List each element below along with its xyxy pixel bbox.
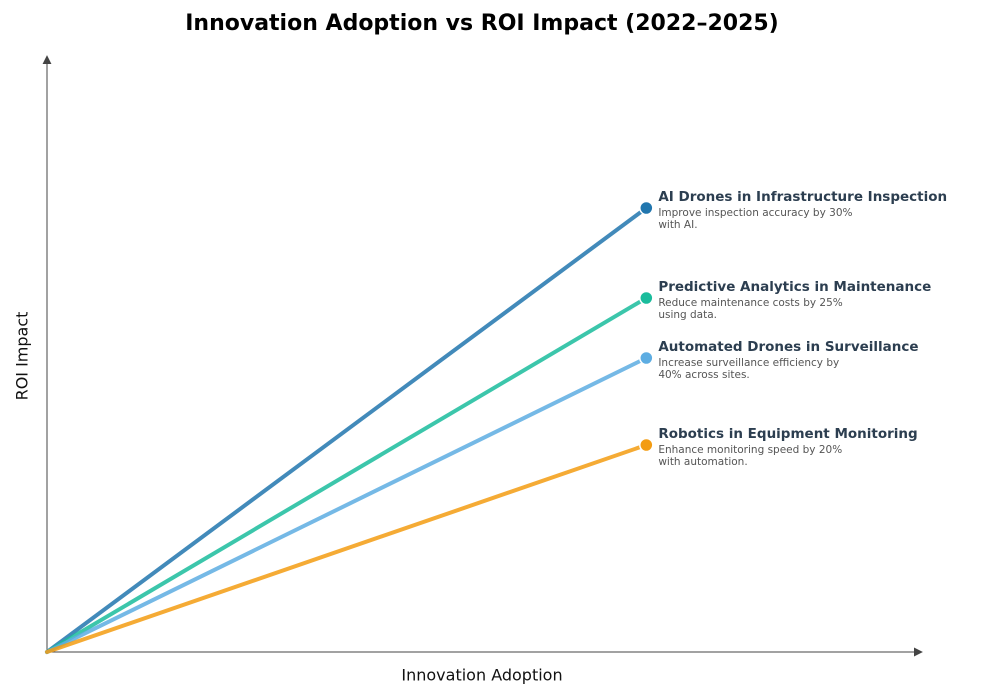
series-annotation: using data. [658, 309, 717, 321]
chart-title: Innovation Adoption vs ROI Impact (2022–… [185, 11, 779, 36]
series-name: Predictive Analytics in Maintenance [658, 279, 931, 295]
series-name: Robotics in Equipment Monitoring [658, 426, 917, 442]
series-annotation: 40% across sites. [658, 369, 749, 381]
series-name: Automated Drones in Surveillance [658, 339, 918, 355]
series-line [45, 356, 649, 654]
series-line [45, 206, 649, 654]
y-axis-label: ROI Impact [13, 312, 32, 401]
series-annotation: with AI. [658, 219, 697, 231]
series-line [45, 443, 649, 654]
end-point [639, 200, 654, 216]
end-point [639, 350, 654, 366]
series-line [45, 296, 649, 654]
series-annotation: Enhance monitoring speed by 20% [658, 444, 842, 456]
end-point [639, 290, 654, 306]
x-axis-label: Innovation Adoption [401, 666, 562, 685]
series-annotation: Increase surveillance efficiency by [658, 357, 839, 369]
series-annotation: Reduce maintenance costs by 25% [658, 297, 842, 309]
end-point [639, 437, 654, 453]
series-name: AI Drones in Infrastructure Inspection [658, 189, 947, 205]
series-annotation: with automation. [658, 456, 747, 468]
series-annotation: Improve inspection accuracy by 30% [658, 207, 852, 219]
